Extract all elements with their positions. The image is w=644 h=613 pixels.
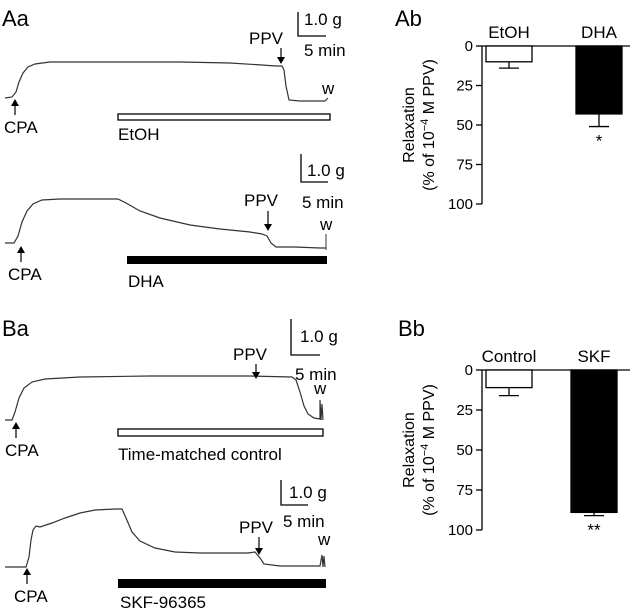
bar-skf [570,369,618,514]
scale-x-label-aa-bottom: 5 min [302,193,344,212]
trace-aa-bottom [5,198,326,249]
category-label: SKF [577,347,610,366]
treatment-label-aa-top: EtOH [118,125,160,144]
y-tick-label: 75 [456,482,473,499]
scale-x-label-ba-bottom: 5 min [283,512,325,531]
trace-ba-top [5,375,324,421]
bar-etoh [485,45,533,63]
agent-arrow-ba-top [12,422,20,438]
y-tick-label: 50 [456,442,473,459]
drug-label-ba-bottom: PPV [239,518,274,537]
agent-arrow-aa-top [11,99,19,115]
y-tick-label: 25 [456,78,473,95]
treatment-label-ba-bottom: SKF-96365 [120,593,206,612]
bar-chart-bb: 0 25 50 75 100 Relaxation (% of 10−4 M PPV) Con… [401,347,630,540]
y-tick-label: 50 [456,117,473,134]
bar-chart-ab: 0 25 50 75 100 Relaxation (% of 10−4 M PPV) EtO… [401,23,630,213]
wash-label-ba-top: w [313,379,327,398]
y-tick-label: 75 [456,157,473,174]
bar-dha [575,45,623,115]
treatment-label-ba-top: Time-matched control [118,445,282,464]
treatment-label-aa-bottom: DHA [128,272,165,291]
agent-label-ba-bottom: CPA [14,587,48,606]
scale-bar-ba-bottom [280,480,308,506]
trace-ba-bottom [5,508,326,568]
scale-y-label-ba-top: 1.0 g [300,327,338,346]
scale-y-label-aa-top: 1.0 g [304,10,342,29]
agent-label-aa-bottom: CPA [8,265,42,284]
treatment-bar-ba-top [117,428,324,437]
y-tick-label: 0 [465,362,473,379]
y-tick-label: 0 [465,38,473,55]
y-axis-label-exponent: −4 [419,444,431,457]
y-axis-label-exponent: −4 [419,119,431,132]
scale-y-label-ba-bottom: 1.0 g [289,483,327,502]
panel-label-bb: Bb [398,316,425,341]
significance-marker: ** [587,521,601,540]
scale-x-label-aa-top: 5 min [304,41,346,60]
category-label: Control [482,347,537,366]
drug-arrow-ba-bottom [255,537,263,555]
y-tick-label: 100 [448,196,473,213]
agent-label-ba-top: CPA [5,441,39,460]
y-axis-label-units-suffix: M PPV) [421,384,438,444]
y-axis-label-units-prefix: (% of 10 [421,456,438,516]
agent-arrow-aa-bottom [17,246,25,262]
wash-label-aa-top: w [321,79,335,98]
drug-label-aa-bottom: PPV [244,191,279,210]
panel-label-aa: Aa [2,6,30,31]
y-axis-label-units: (% of 10−4 M PPV) [419,384,438,516]
scale-y-label-aa-bottom: 1.0 g [307,161,345,180]
scale-bar-aa-bottom [300,154,328,183]
drug-arrow-aa-top [277,48,285,64]
category-label: DHA [581,23,618,42]
y-axis-label-units: (% of 10−4 M PPV) [419,59,438,191]
y-tick-label: 100 [448,522,473,539]
treatment-bar-aa-bottom [127,256,327,264]
y-axis-label-units-prefix: (% of 10 [421,131,438,191]
drug-arrow-aa-bottom [264,211,272,231]
y-tick-label: 25 [456,402,473,419]
trace-aa-top [4,61,329,102]
y-axis-label: Relaxation [401,87,418,163]
treatment-bar-aa-top [117,113,331,121]
wash-label-aa-bottom: w [319,215,333,234]
scale-bar-aa-top [297,12,326,37]
y-axis-label-units-suffix: M PPV) [421,59,438,119]
wash-label-ba-bottom: w [317,530,331,549]
drug-arrow-ba-top [252,364,260,379]
drug-label-ba-top: PPV [233,345,268,364]
scale-x-label-ba-top: 5 min [295,365,337,384]
bar-control [485,369,533,389]
drug-label-aa-top: PPV [249,29,284,48]
panel-label-ab: Ab [395,6,422,31]
category-label: EtOH [488,23,530,42]
agent-label-aa-top: CPA [4,118,38,137]
significance-marker: * [596,132,603,151]
agent-arrow-ba-bottom [23,568,31,584]
scale-bar-ba-top [290,319,320,356]
y-axis-label: Relaxation [401,412,418,488]
panel-label-ba: Ba [2,316,30,341]
treatment-bar-ba-bottom [118,579,326,588]
